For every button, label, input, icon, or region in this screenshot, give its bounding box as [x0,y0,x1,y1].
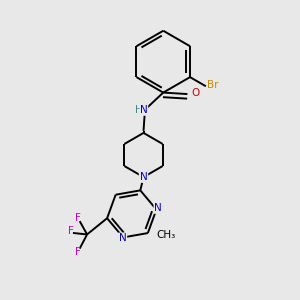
Text: F: F [68,226,74,236]
Text: CH₃: CH₃ [156,230,175,239]
Text: F: F [75,213,81,223]
Text: H: H [135,105,142,115]
Text: N: N [154,203,162,213]
Text: Br: Br [207,80,219,90]
Text: F: F [75,247,81,256]
Text: N: N [140,105,148,115]
Text: N: N [140,172,147,182]
Text: O: O [191,88,200,98]
Text: N: N [119,233,127,243]
